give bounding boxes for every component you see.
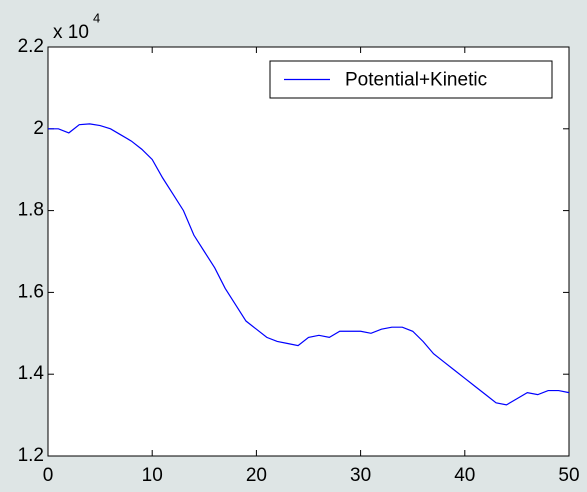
x-tick-label: 40 bbox=[454, 465, 475, 486]
exponent-power: 4 bbox=[93, 10, 100, 25]
x-tick-label: 50 bbox=[558, 465, 579, 486]
exponent-base: x 10 bbox=[53, 22, 89, 43]
x-tick-label: 0 bbox=[43, 465, 54, 486]
x-tick-label: 20 bbox=[246, 465, 267, 486]
x-tick-label: 10 bbox=[142, 465, 163, 486]
plot-area bbox=[47, 46, 570, 457]
y-tick-label: 1.8 bbox=[18, 200, 44, 221]
line-series bbox=[48, 123, 570, 406]
y-tick-label: 1.4 bbox=[18, 363, 45, 384]
y-tick-label: 1.6 bbox=[18, 281, 44, 302]
x-tick-label: 30 bbox=[350, 465, 371, 486]
y-tick-label: 1.2 bbox=[18, 445, 44, 466]
y-tick-label: 2 bbox=[33, 118, 44, 139]
legend-label: Potential+Kinetic bbox=[345, 70, 487, 91]
y-tick-label: 2.2 bbox=[18, 36, 44, 57]
